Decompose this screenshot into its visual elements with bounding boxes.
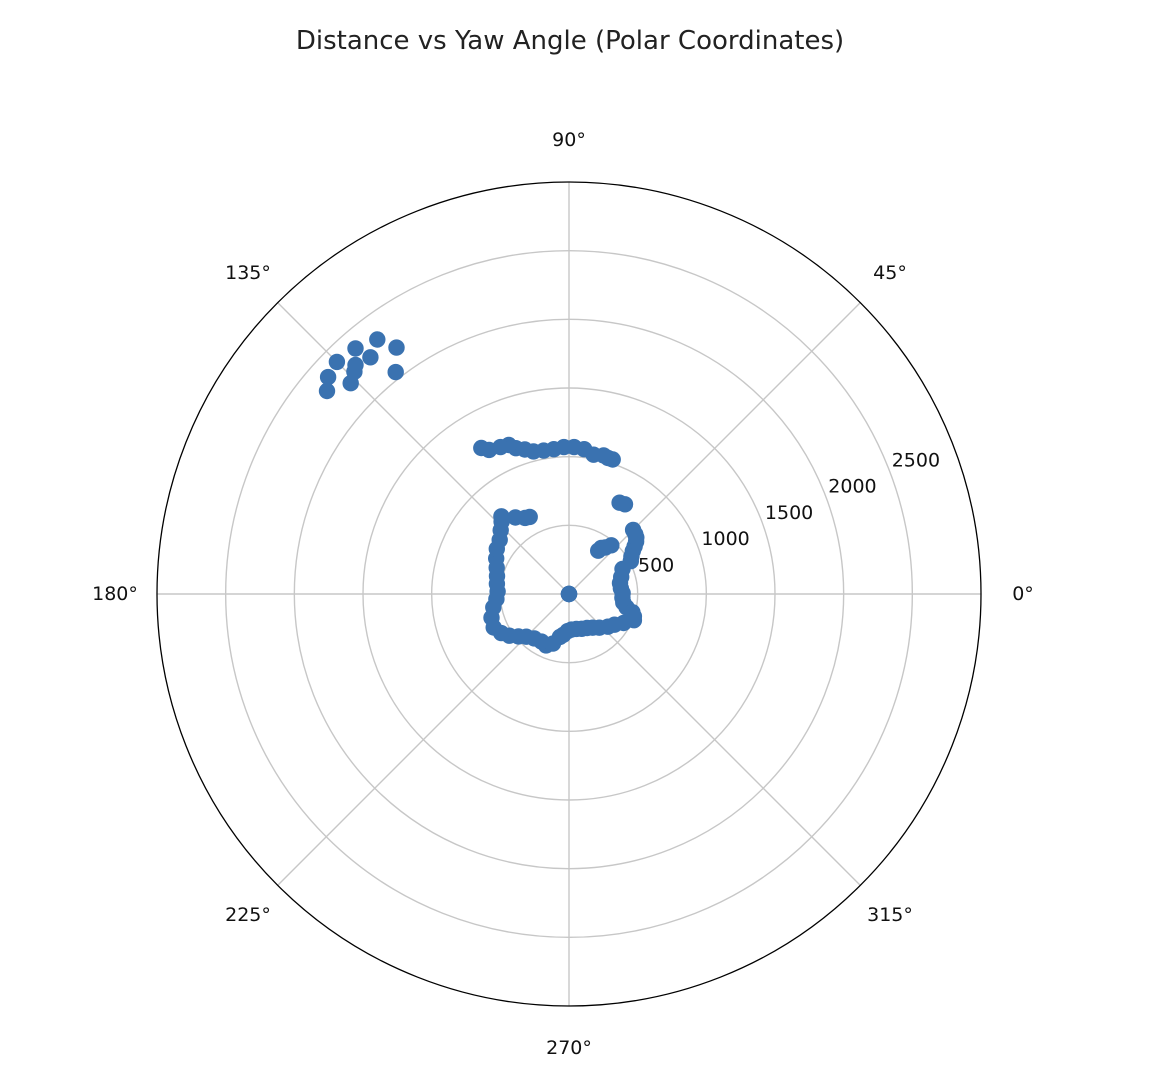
data-point-3 xyxy=(560,585,578,603)
data-point-79 xyxy=(604,451,621,468)
data-point-86 xyxy=(342,375,359,392)
theta-tick-label-2: 90° xyxy=(552,129,586,151)
r-tick-label-2: 1500 xyxy=(765,502,813,524)
data-point-62 xyxy=(493,508,510,525)
data-point-89 xyxy=(388,339,405,356)
data-point-83 xyxy=(362,349,379,366)
data-point-90 xyxy=(387,363,404,381)
data-point-88 xyxy=(347,340,364,357)
theta-tick-label-5: 225° xyxy=(225,904,271,926)
data-point-65 xyxy=(521,508,538,526)
data-point-84 xyxy=(369,331,386,348)
r-tick-label-0: 500 xyxy=(638,554,674,576)
data-point-16 xyxy=(603,537,620,554)
r-tick-label-4: 2500 xyxy=(892,449,940,471)
r-tick-label-1: 1000 xyxy=(701,528,749,550)
theta-tick-label-1: 45° xyxy=(873,262,907,284)
data-point-11 xyxy=(624,521,642,539)
data-point-15 xyxy=(611,494,628,511)
theta-tick-label-3: 135° xyxy=(225,262,271,284)
theta-tick-label-6: 270° xyxy=(546,1037,592,1059)
theta-tick-label-7: 315° xyxy=(867,904,913,926)
data-point-17 xyxy=(590,542,607,559)
chart-title: Distance vs Yaw Angle (Polar Coordinates… xyxy=(295,26,845,56)
data-point-81 xyxy=(473,439,490,457)
data-point-87 xyxy=(347,356,364,374)
tick-labels: 0° 45° 90° 135° 180° 225° 270° 315° 500 1000 1500 2… xyxy=(92,129,1034,1059)
theta-tick-label-4: 180° xyxy=(92,583,138,605)
angular-gridline-3 xyxy=(277,302,570,595)
polar-frame xyxy=(156,181,982,1007)
theta-tick-label-0: 0° xyxy=(1012,583,1034,605)
scatter-points xyxy=(318,331,645,654)
r-tick-label-3: 2000 xyxy=(828,476,876,498)
data-point-91 xyxy=(328,353,346,371)
angular-gridline-7 xyxy=(568,593,861,886)
data-point-92 xyxy=(319,368,337,386)
data-point-85 xyxy=(318,382,336,400)
